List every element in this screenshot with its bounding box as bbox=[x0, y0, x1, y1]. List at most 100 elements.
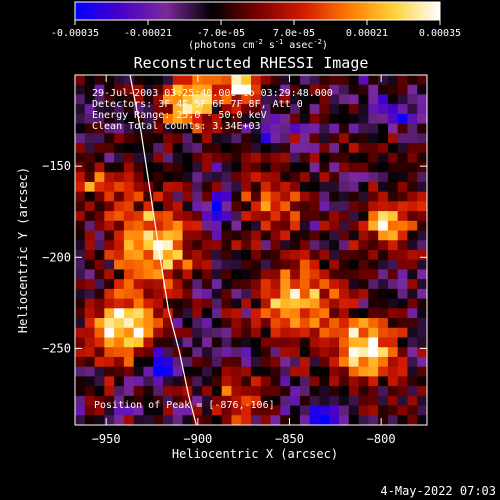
heatmap-cell bbox=[123, 201, 135, 212]
heatmap-cell bbox=[299, 172, 311, 183]
heatmap-cell bbox=[270, 356, 281, 368]
heatmap-cell bbox=[358, 211, 369, 222]
heatmap-cell bbox=[260, 162, 272, 173]
heatmap-cell bbox=[182, 181, 193, 193]
heatmap-cell bbox=[221, 201, 233, 212]
heatmap-cell bbox=[260, 337, 272, 348]
heatmap-cell bbox=[251, 318, 262, 329]
heatmap-cell bbox=[172, 94, 184, 105]
heatmap-cell bbox=[221, 259, 233, 271]
heatmap-cell bbox=[309, 113, 321, 125]
heatmap-cell bbox=[163, 162, 174, 173]
heatmap-cell bbox=[329, 298, 340, 309]
heatmap-cell bbox=[211, 288, 223, 300]
heatmap-cell bbox=[397, 376, 409, 387]
heatmap-cell bbox=[368, 84, 379, 96]
heatmap-cell bbox=[251, 191, 262, 202]
heatmap-cell bbox=[339, 337, 350, 348]
heatmap-cell bbox=[251, 288, 262, 300]
heatmap-cell bbox=[319, 279, 330, 290]
heatmap-cell bbox=[94, 201, 105, 212]
heatmap-cell bbox=[270, 94, 281, 105]
heatmap-cell bbox=[143, 84, 154, 96]
heatmap-cell bbox=[319, 84, 330, 96]
heatmap-cell bbox=[84, 415, 96, 425]
heatmap-cell bbox=[329, 104, 340, 115]
heatmap-cell bbox=[290, 250, 301, 261]
heatmap-cell bbox=[319, 143, 330, 154]
heatmap-cell bbox=[143, 113, 154, 125]
heatmap-cell bbox=[75, 405, 86, 416]
footer-date: 4-May-2022 07:03 bbox=[380, 484, 496, 498]
heatmap-cell bbox=[417, 376, 427, 387]
heatmap-cell bbox=[104, 269, 115, 280]
heatmap-cell bbox=[329, 366, 340, 377]
heatmap-cell bbox=[407, 395, 418, 407]
heatmap-cell bbox=[163, 84, 174, 96]
heatmap-cell bbox=[172, 133, 184, 144]
heatmap-cell bbox=[358, 94, 369, 105]
heatmap-cell bbox=[221, 240, 233, 251]
heatmap-cell bbox=[163, 181, 174, 193]
heatmap-cell bbox=[202, 143, 213, 154]
heatmap-cell bbox=[270, 386, 281, 397]
heatmap-cell bbox=[348, 162, 360, 173]
heatmap-cell bbox=[123, 259, 135, 271]
heatmap-cell bbox=[348, 269, 360, 280]
heatmap-cell bbox=[407, 133, 418, 144]
y-tick-label: −150 bbox=[42, 159, 71, 173]
heatmap-cell bbox=[280, 84, 291, 96]
heatmap-cell bbox=[143, 75, 154, 86]
heatmap-cell bbox=[270, 415, 281, 425]
heatmap-cell bbox=[339, 172, 350, 183]
heatmap-cell bbox=[387, 240, 399, 251]
heatmap-cell bbox=[417, 152, 427, 164]
heatmap-cell bbox=[368, 366, 379, 377]
heatmap-cell bbox=[280, 415, 291, 425]
heatmap-cell bbox=[133, 75, 145, 86]
heatmap-cell bbox=[104, 356, 115, 368]
heatmap-cell bbox=[260, 405, 272, 416]
heatmap-cell bbox=[143, 211, 154, 222]
heatmap-cell bbox=[75, 318, 86, 329]
heatmap-cell bbox=[153, 259, 164, 271]
heatmap-cell bbox=[290, 191, 301, 202]
heatmap-cell bbox=[84, 84, 96, 96]
heatmap-cell bbox=[290, 201, 301, 212]
heatmap-cell bbox=[299, 269, 311, 280]
heatmap-cell bbox=[202, 318, 213, 329]
heatmap-cell bbox=[114, 104, 125, 115]
heatmap-cell bbox=[280, 279, 291, 290]
heatmap-cell bbox=[368, 415, 379, 425]
heatmap-cell bbox=[270, 104, 281, 115]
heatmap-cell bbox=[319, 230, 330, 241]
heatmap-cell bbox=[172, 181, 184, 193]
heatmap-cell bbox=[339, 191, 350, 202]
heatmap-cell bbox=[280, 308, 291, 319]
heatmap-cell bbox=[202, 395, 213, 407]
heatmap-cell bbox=[397, 415, 409, 425]
heatmap-cell bbox=[299, 152, 311, 164]
heatmap-cell bbox=[329, 191, 340, 202]
heatmap-cell bbox=[329, 308, 340, 319]
heatmap-cell bbox=[309, 152, 321, 164]
heatmap-cell bbox=[104, 405, 115, 416]
heatmap-cell bbox=[358, 376, 369, 387]
heatmap-cell bbox=[407, 279, 418, 290]
heatmap-cell bbox=[172, 269, 184, 280]
heatmap-cell bbox=[143, 172, 154, 183]
heatmap-cell bbox=[202, 211, 213, 222]
heatmap-cell bbox=[221, 133, 233, 144]
heatmap-cell bbox=[133, 279, 145, 290]
heatmap-cell bbox=[407, 240, 418, 251]
heatmap-cell bbox=[319, 308, 330, 319]
heatmap-cell bbox=[260, 133, 272, 144]
heatmap-cell bbox=[270, 152, 281, 164]
heatmap-cell bbox=[397, 356, 409, 368]
heatmap-cell bbox=[260, 211, 272, 222]
heatmap-cell bbox=[378, 356, 389, 368]
heatmap-cell bbox=[75, 298, 86, 309]
heatmap-cell bbox=[319, 104, 330, 115]
heatmap-cell bbox=[309, 395, 321, 407]
heatmap-cell bbox=[182, 259, 193, 271]
